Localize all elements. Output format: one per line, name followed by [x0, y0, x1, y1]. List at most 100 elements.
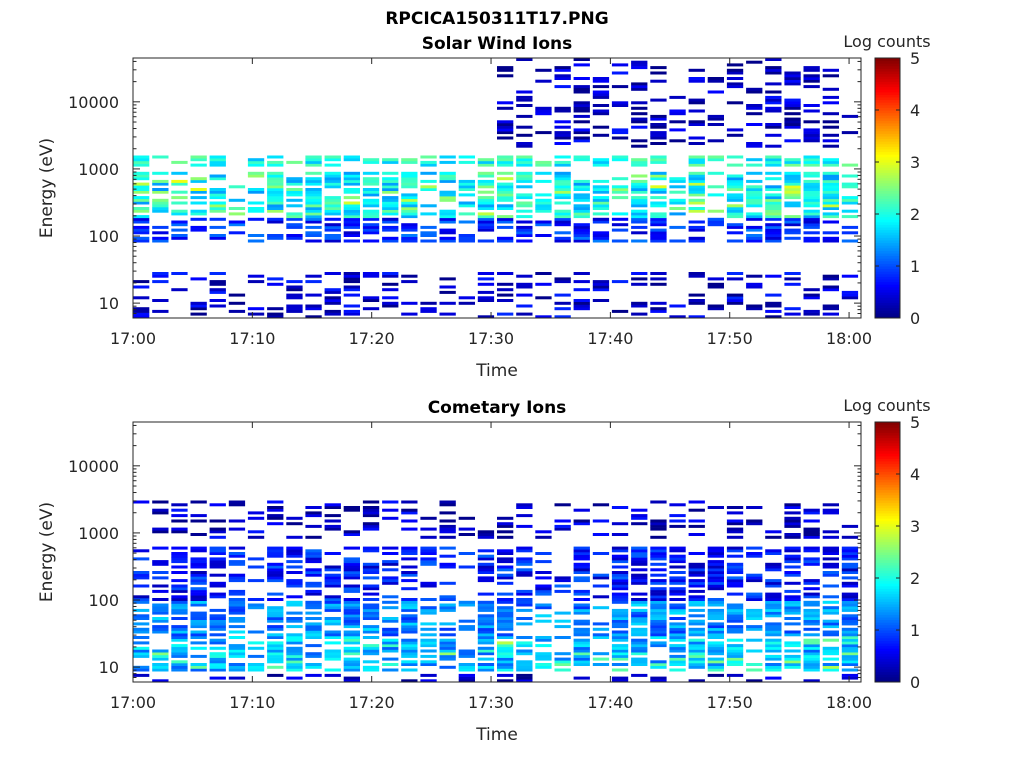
- heatmap-cell: [267, 606, 284, 610]
- heatmap-cell: [746, 679, 763, 683]
- heatmap-cell: [324, 301, 341, 305]
- heatmap-cell: [765, 163, 782, 167]
- heatmap-cell: [152, 201, 169, 205]
- heatmap-cell: [573, 193, 590, 197]
- colorbar-segment: [875, 601, 900, 605]
- heatmap-cell: [726, 611, 744, 615]
- colorbar-segment: [875, 624, 900, 628]
- heatmap-cell: [535, 663, 552, 666]
- heatmap-cell: [286, 584, 303, 588]
- heatmap-cell: [554, 209, 571, 213]
- heatmap-cell: [267, 234, 284, 237]
- heatmap-cell: [784, 660, 801, 664]
- heatmap-cell: [477, 625, 495, 629]
- heatmap-cell: [305, 190, 322, 194]
- heatmap-cell: [458, 179, 475, 183]
- heatmap-cell: [765, 663, 782, 666]
- heatmap-cell: [841, 614, 859, 618]
- heatmap-cell: [573, 212, 590, 216]
- heatmap-cell: [688, 600, 705, 604]
- heatmap-cell: [726, 82, 744, 86]
- heatmap-cell: [324, 595, 341, 599]
- heatmap-cell: [611, 622, 629, 626]
- colorbar-segment: [875, 268, 900, 272]
- heatmap-cell: [343, 280, 360, 284]
- heatmap-cell: [247, 641, 265, 645]
- heatmap-cell: [726, 554, 744, 558]
- heatmap-cell: [822, 163, 839, 167]
- heatmap-cell: [152, 508, 169, 512]
- heatmap-cell: [822, 652, 839, 656]
- heatmap-cell: [362, 665, 380, 669]
- heatmap-cell: [152, 630, 169, 634]
- heatmap-cell: [343, 638, 360, 642]
- heatmap-cell: [497, 573, 514, 577]
- heatmap-cell: [650, 546, 667, 550]
- heatmap-cell: [765, 638, 782, 642]
- heatmap-cell: [554, 77, 571, 80]
- heatmap-cell: [784, 123, 801, 126]
- colorbar-frame: [874, 57, 901, 319]
- colorbar-segment: [875, 154, 900, 158]
- heatmap-cell: [152, 657, 169, 661]
- heatmap-cell: [305, 554, 322, 558]
- heatmap-cell: [554, 179, 571, 183]
- heatmap-cell: [669, 603, 686, 607]
- heatmap-cell: [152, 190, 169, 194]
- heatmap-cell: [822, 185, 839, 189]
- heatmap-cell: [592, 652, 610, 656]
- heatmap-cell: [439, 524, 456, 528]
- heatmap-cell: [286, 160, 303, 164]
- heatmap-cell: [573, 304, 590, 308]
- heatmap-cell: [133, 171, 150, 175]
- heatmap-cell: [650, 636, 667, 639]
- heatmap-cell: [707, 277, 724, 281]
- heatmap-cell: [477, 657, 495, 661]
- heatmap-cell: [573, 598, 590, 601]
- heatmap-cell: [650, 663, 667, 666]
- colorbar-segment: [875, 167, 900, 171]
- heatmap-cell: [841, 608, 859, 612]
- heatmap-cell: [611, 104, 629, 107]
- heatmap-cell: [573, 562, 590, 566]
- heatmap-cell: [784, 533, 801, 536]
- heatmap-cell: [784, 179, 801, 183]
- colorbar-segment: [875, 255, 900, 259]
- x-tick-label: 17:10: [229, 329, 275, 348]
- heatmap-cell: [171, 220, 188, 224]
- heatmap-cell: [822, 160, 839, 164]
- heatmap-cell: [133, 608, 150, 612]
- heatmap-cell: [573, 576, 590, 580]
- heatmap-cell: [305, 196, 322, 200]
- heatmap-cell: [592, 90, 610, 94]
- heatmap-cell: [477, 663, 495, 666]
- heatmap-cell: [133, 296, 150, 300]
- heatmap-cell: [171, 223, 188, 227]
- heatmap-cell: [554, 174, 571, 178]
- heatmap-cell: [401, 511, 418, 515]
- colorbar-segment: [875, 463, 900, 467]
- heatmap-cell: [382, 668, 399, 672]
- heatmap-cell: [746, 285, 763, 289]
- heatmap-cell: [573, 638, 590, 642]
- heatmap-cell: [765, 98, 782, 102]
- heatmap-cell: [631, 516, 648, 520]
- heatmap-cell: [286, 619, 303, 623]
- colorbar-segment: [875, 123, 900, 127]
- heatmap-cell: [382, 220, 399, 224]
- heatmap-cell: [209, 546, 226, 550]
- colorbar-segment: [875, 58, 900, 62]
- heatmap-cell: [305, 231, 322, 235]
- heatmap-cell: [209, 234, 226, 237]
- heatmap-cell: [439, 290, 456, 294]
- x-tick-label: 18:00: [826, 329, 872, 348]
- heatmap-cell: [497, 182, 514, 186]
- heatmap-cell: [841, 274, 859, 278]
- heatmap-cell: [343, 636, 360, 639]
- heatmap-cell: [631, 120, 648, 124]
- heatmap-cell: [784, 565, 801, 569]
- heatmap-cell: [592, 190, 610, 194]
- heatmap-cell: [267, 220, 284, 224]
- heatmap-cell: [420, 649, 437, 653]
- heatmap-cell: [592, 606, 610, 610]
